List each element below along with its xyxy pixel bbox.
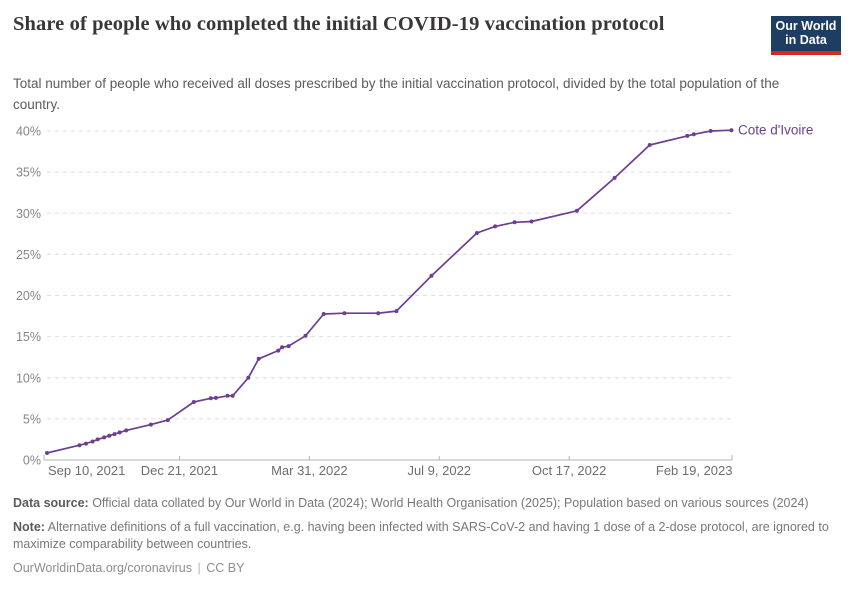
page-title: Share of people who completed the initia… [13,13,665,35]
data-point [102,435,107,440]
byline: OurWorldinData.org/coronavirus | CC BY [13,560,835,578]
x-tick-label: Feb 19, 2023 [656,463,733,478]
data-point [691,132,696,137]
data-point [708,129,713,133]
chart-subtitle: Total number of people who received all … [13,76,780,112]
data-point [208,396,213,401]
y-tick-label: 15% [16,330,41,344]
y-tick-label: 40% [16,125,41,139]
y-tick-label: 20% [16,289,41,303]
data-point [230,393,235,398]
data-point [321,312,326,316]
data-point [225,393,230,398]
data-point [280,345,285,350]
y-tick-label: 25% [16,248,41,262]
note-line: Note: Alternative definitions of a full … [13,519,835,554]
data-point [117,430,122,435]
byline-separator: | [197,560,201,575]
line-chart[interactable]: 0% 5% 10% 15% 20% 25% 30% 35% 40% Sep 10, 2021 Dec… [0,118,850,490]
x-tick-label: Jul 9, 2022 [407,463,471,478]
data-point [429,273,434,278]
data-point [191,400,196,404]
y-tick-label: 30% [16,207,41,221]
x-axis-labels: Sep 10, 2021 Dec 21, 2021 Mar 31, 2022 Jul … [48,463,733,478]
data-point [124,428,129,433]
y-tick-label: 5% [23,412,41,426]
owid-logo-line1: Our World [775,19,837,33]
data-point [107,433,112,438]
y-tick-label: 35% [16,166,41,180]
data-point [45,451,49,455]
data-source-line: Data source: Official data collated by O… [13,495,835,513]
data-point [95,437,100,442]
y-tick-label: 0% [23,454,41,468]
data-point [276,348,281,353]
data-point [474,231,479,235]
data-point [685,133,690,138]
data-point [394,309,399,314]
data-point [84,441,88,446]
data-point [574,208,579,213]
x-tick-label: Sep 10, 2021 [48,463,125,478]
data-point [529,219,534,224]
x-tick-label: Dec 21, 2021 [141,463,218,478]
owid-logo: Our World in Data [771,16,841,55]
data-point [376,311,381,316]
data-point [612,175,617,180]
data-point [165,418,170,423]
data-point [256,356,261,361]
data-source-label: Data source: [13,496,89,510]
x-axis [43,455,733,461]
data-point [493,224,498,229]
data-point [112,432,117,437]
data-point [303,333,308,338]
license-label: CC BY [206,560,245,575]
data-point [342,311,347,316]
owid-url-link[interactable]: OurWorldinData.org/coronavirus [13,560,193,575]
data-point [286,344,291,349]
owid-logo-line2: in Data [785,33,827,47]
data-point [246,375,251,380]
owid-logo-text: Our World in Data [771,16,841,51]
data-point [512,220,517,225]
series-points [45,128,734,455]
chart-footer: Data source: Official data collated by O… [13,495,835,583]
grid-lines [47,130,733,420]
x-tick-label: Mar 31, 2022 [271,463,348,478]
series-end-label: Cote d'Ivoire [738,123,813,138]
y-tick-label: 10% [16,371,41,385]
data-point [90,439,95,444]
note-text: Alternative definitions of a full vaccin… [13,519,829,552]
data-point [729,128,734,133]
series-line [46,129,733,454]
note-label: Note: [13,519,45,534]
data-point [77,443,82,448]
data-source-text: Official data collated by Our World in D… [88,496,809,510]
data-point [647,143,652,147]
y-axis-labels: 0% 5% 10% 15% 20% 25% 30% 35% 40% [16,125,41,468]
x-tick-label: Oct 17, 2022 [532,463,606,478]
data-point [213,395,218,400]
data-point [148,422,153,427]
